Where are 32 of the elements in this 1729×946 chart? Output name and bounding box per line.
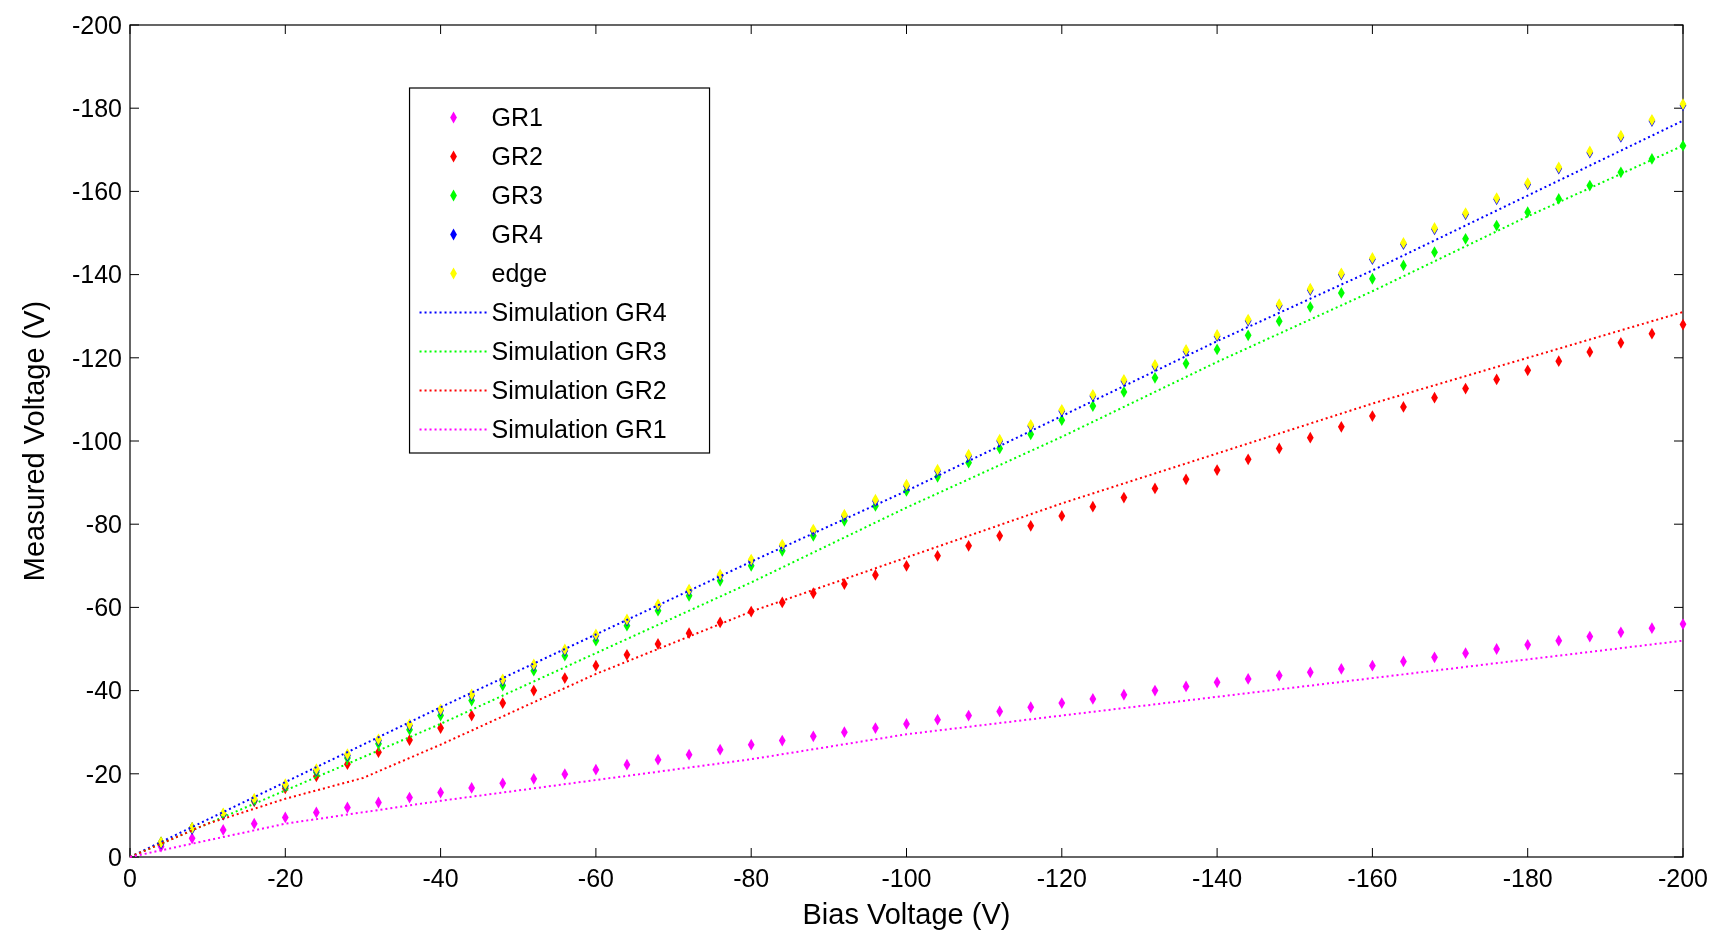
y-tick-label: 0 (108, 842, 122, 871)
x-tick-label: -100 (881, 864, 932, 892)
legend-label: GR1 (491, 103, 543, 132)
y-tick-label: -160 (71, 177, 122, 206)
y-tick-label: -180 (71, 93, 122, 122)
x-tick-label: -60 (577, 864, 614, 892)
legend-label: Simulation GR4 (491, 298, 667, 327)
legend-label: Simulation GR3 (491, 337, 667, 366)
x-tick-label: -20 (267, 864, 304, 892)
legend-label: Simulation GR2 (491, 376, 667, 405)
x-tick-label: -80 (733, 864, 770, 892)
y-tick-label: -60 (85, 593, 122, 622)
y-tick-label: -200 (71, 10, 122, 39)
x-tick-label: -160 (1347, 864, 1398, 892)
y-tick-label: -100 (71, 426, 122, 455)
y-tick-label: -40 (85, 676, 122, 705)
legend-label: GR4 (491, 220, 544, 249)
y-tick-label: -20 (85, 759, 122, 788)
y-tick-label: -80 (85, 509, 122, 538)
x-tick-label: -180 (1502, 864, 1553, 892)
legend-label: GR2 (491, 142, 543, 171)
y-axis-title: Measured Voltage (V) (18, 300, 50, 582)
y-tick-label: -120 (71, 343, 122, 372)
x-tick-label: -40 (422, 864, 459, 892)
legend-label: GR3 (491, 181, 543, 210)
x-tick-label: -120 (1036, 864, 1087, 892)
y-tick-label: -140 (71, 260, 122, 289)
legend-label: Simulation GR1 (491, 415, 667, 444)
x-axis-title: Bias Voltage (V) (802, 898, 1011, 930)
x-tick-label: -200 (1657, 864, 1709, 892)
x-tick-label: -140 (1192, 864, 1243, 892)
legend-label: edge (491, 259, 548, 288)
